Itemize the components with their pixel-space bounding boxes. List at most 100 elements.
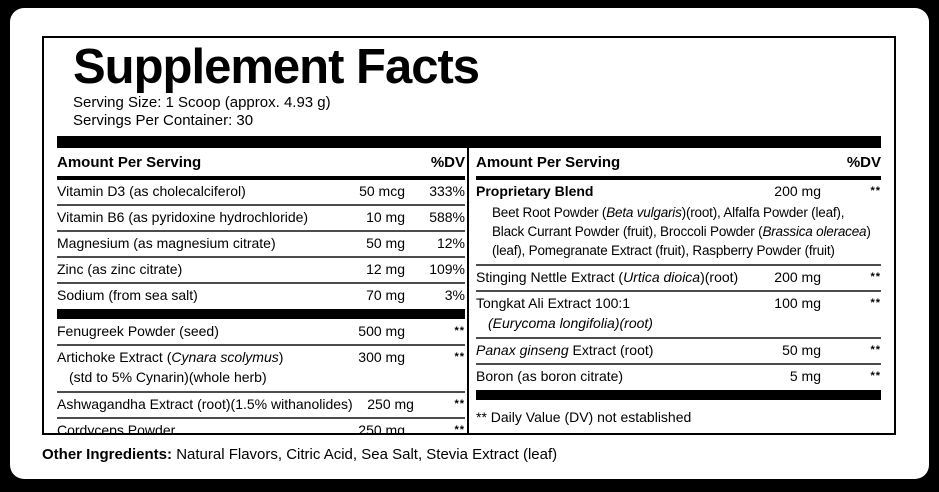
- dv-footnote: ** Daily Value (DV) not established: [476, 409, 692, 425]
- table-row: Vitamin B6 (as pyridoxine hydrochloride)…: [57, 204, 465, 230]
- header-bar: [476, 176, 881, 180]
- table-row: Sodium (from sea salt) 70 mg 3%: [57, 282, 465, 308]
- row-amount: 250 mg: [367, 396, 414, 412]
- row-name: Ashwagandha Extract (root)(1.5% withanol…: [57, 393, 353, 417]
- row-name: Vitamin D3 (as cholecalciferol): [57, 180, 333, 204]
- row-main-line: Ashwagandha Extract (root)(1.5% withanol…: [57, 393, 465, 417]
- row-amount: 50 mg: [366, 235, 405, 251]
- table-row: Proprietary Blend 200 mg ** Beet Root Powde…: [476, 180, 881, 264]
- table-row: Stinging Nettle Extract (Urtica dioica)(…: [476, 264, 881, 290]
- text-segment: ): [278, 349, 284, 365]
- table-row: Magnesium (as magnesium citrate) 50 mg 12%: [57, 230, 465, 256]
- row-main-line: Vitamin B6 (as pyridoxine hydrochloride)…: [57, 206, 465, 230]
- row-dv: **: [870, 271, 881, 283]
- row-dv: **: [454, 424, 465, 435]
- nutrient-table: Amount Per Serving %DV Vitamin D3 (as ch…: [57, 148, 881, 435]
- text-segment: Stinging Nettle Extract (: [476, 269, 624, 285]
- row-amount: 100 mg: [774, 295, 821, 311]
- text-segment: )(leaf), Pomegranate Extract (fruit), Ra…: [492, 224, 871, 258]
- row-amount: 200 mg: [774, 269, 821, 285]
- row-name: Vitamin B6 (as pyridoxine hydrochloride): [57, 206, 333, 230]
- row-amount: 50 mcg: [359, 183, 405, 199]
- dv-label: %DV: [430, 154, 465, 171]
- row-dv: **: [870, 370, 881, 382]
- column-divider: [467, 148, 469, 433]
- row-name: Magnesium (as magnesium citrate): [57, 232, 333, 256]
- row-dv: 12%: [436, 235, 465, 251]
- text-segment: Cynara scolymus: [171, 349, 279, 365]
- text-segment: Ashwagandha Extract (root)(1.5% withanol…: [57, 396, 353, 412]
- row-dv: 333%: [429, 183, 465, 199]
- row-name: Sodium (from sea salt): [57, 284, 333, 308]
- table-row: Zinc (as zinc citrate) 12 mg 109%: [57, 256, 465, 282]
- text-segment: (std to 5% Cynarin)(whole herb): [69, 369, 267, 385]
- text-segment: Beet Root Powder (: [492, 205, 607, 220]
- other-ingredients-text: Natural Flavors, Citric Acid, Sea Salt, …: [176, 446, 558, 463]
- table-row: Cordyceps Powder 250 mg **: [57, 417, 465, 435]
- supplement-facts-panel: Supplement Facts Serving Size: 1 Scoop (…: [42, 36, 896, 435]
- row-subline: (std to 5% Cynarin)(whole herb): [57, 368, 465, 391]
- row-name: Tongkat Ali Extract 100:1: [476, 292, 749, 316]
- row-dv: **: [870, 185, 881, 197]
- text-segment: Cordyceps Powder: [57, 422, 176, 435]
- row-amount: 300 mg: [358, 349, 405, 365]
- text-segment: Zinc (as zinc citrate): [57, 261, 183, 277]
- text-segment: Panax ginseng: [476, 342, 569, 358]
- row-name: Fenugreek Powder (seed): [57, 320, 333, 344]
- row-subline: (Eurycoma longifolia)(root): [476, 314, 881, 337]
- row-name: Artichoke Extract (Cynara scolymus): [57, 346, 333, 370]
- row-amount: 70 mg: [366, 287, 405, 303]
- row-name: Boron (as boron citrate): [476, 365, 749, 389]
- row-main-line: Fenugreek Powder (seed) 500 mg **: [57, 320, 465, 344]
- other-ingredients-label: Other Ingredients:: [42, 446, 173, 463]
- table-row: Panax ginseng Extract (root) 50 mg **: [476, 337, 881, 363]
- section-divider-bar: [476, 390, 881, 400]
- row-dv: 588%: [429, 209, 465, 225]
- text-segment: Fenugreek Powder (seed): [57, 323, 219, 339]
- column-header-left: Amount Per Serving %DV: [57, 148, 465, 176]
- text-segment: Brassica oleracea: [762, 224, 867, 239]
- row-amount: 200 mg: [774, 183, 821, 199]
- table-row: Ashwagandha Extract (root)(1.5% withanol…: [57, 391, 465, 417]
- row-dv: **: [454, 325, 465, 337]
- other-ingredients: Other Ingredients: Natural Flavors, Citr…: [42, 446, 557, 464]
- text-segment: Boron (as boron citrate): [476, 368, 624, 384]
- servings-per-container: Servings Per Container: 30: [73, 112, 254, 129]
- text-segment: )(root): [700, 269, 739, 285]
- rows-right: Proprietary Blend 200 mg ** Beet Root Powde…: [476, 180, 881, 427]
- row-amount: 5 mg: [789, 368, 821, 384]
- row-main-line: Cordyceps Powder 250 mg **: [57, 419, 465, 435]
- nutrient-column-left: Amount Per Serving %DV Vitamin D3 (as ch…: [57, 148, 465, 435]
- table-row: Boron (as boron citrate) 5 mg **: [476, 363, 881, 389]
- row-amount: 10 mg: [366, 209, 405, 225]
- text-segment: Urtica dioica: [623, 269, 701, 285]
- table-row: Artichoke Extract (Cynara scolymus) 300 m…: [57, 344, 465, 391]
- row-description: Beet Root Powder (Beta vulgaris)(root), …: [476, 203, 881, 264]
- text-segment: Beta vulgaris: [606, 205, 682, 220]
- row-dv: 3%: [444, 287, 465, 303]
- row-main-line: Sodium (from sea salt) 70 mg 3%: [57, 284, 465, 308]
- label-sheet: Supplement Facts Serving Size: 1 Scoop (…: [10, 8, 929, 479]
- row-main-line: Boron (as boron citrate) 5 mg **: [476, 365, 881, 389]
- row-main-line: Panax ginseng Extract (root) 50 mg **: [476, 339, 881, 363]
- row-main-line: Zinc (as zinc citrate) 12 mg 109%: [57, 258, 465, 282]
- column-header-right: Amount Per Serving %DV: [476, 148, 881, 176]
- row-amount: 50 mg: [782, 342, 821, 358]
- row-dv: **: [454, 351, 465, 363]
- row-main-line: Tongkat Ali Extract 100:1 100 mg **: [476, 292, 881, 316]
- nutrient-column-right: Amount Per Serving %DV Proprietary Blend…: [469, 148, 881, 433]
- text-segment: Extract (root): [568, 342, 654, 358]
- row-amount: 250 mg: [358, 422, 405, 435]
- row-main-line: Vitamin D3 (as cholecalciferol) 50 mcg 333…: [57, 180, 465, 204]
- row-main-line: Stinging Nettle Extract (Urtica dioica)(…: [476, 266, 881, 290]
- text-segment: )(root), Alfalfa Powder (leaf), Black Cu…: [492, 205, 845, 239]
- rows-left: Vitamin D3 (as cholecalciferol) 50 mcg 333…: [57, 180, 465, 435]
- section-bar-top: [57, 136, 881, 148]
- text-segment: Tongkat Ali Extract 100:1: [476, 295, 631, 311]
- text-segment: Proprietary Blend: [476, 183, 594, 199]
- row-name: Zinc (as zinc citrate): [57, 258, 333, 282]
- row-amount: 500 mg: [358, 323, 405, 339]
- row-main-line: Magnesium (as magnesium citrate) 50 mg 12%: [57, 232, 465, 256]
- text-segment: Magnesium (as magnesium citrate): [57, 235, 276, 251]
